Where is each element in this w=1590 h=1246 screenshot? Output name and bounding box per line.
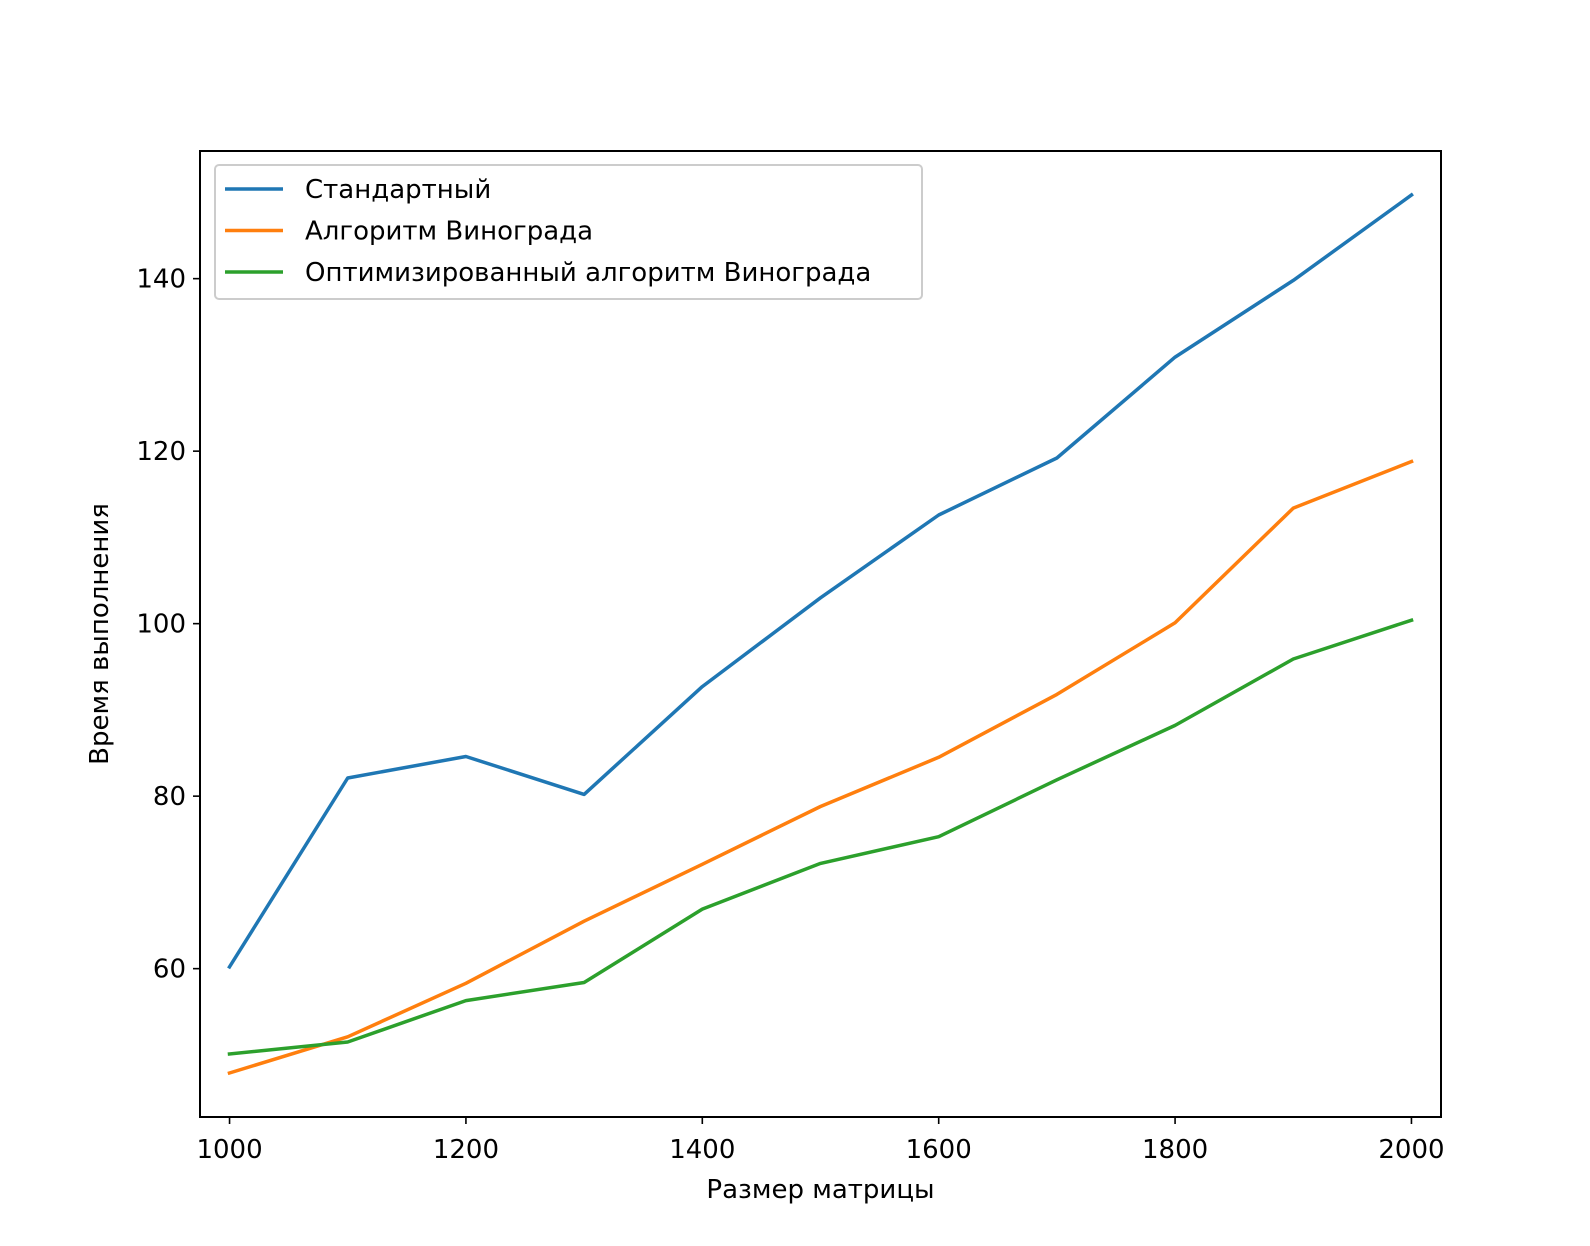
y-axis: 60 80 100 120 140 bbox=[136, 265, 200, 985]
y-tick-label: 60 bbox=[153, 955, 186, 985]
x-tick-label: 1000 bbox=[196, 1135, 262, 1165]
legend-label-3: Оптимизированный алгоритм Винограда bbox=[305, 258, 871, 288]
y-tick-label: 80 bbox=[153, 782, 186, 812]
legend-box bbox=[214, 164, 923, 300]
series-line-2 bbox=[227, 459, 1414, 1076]
x-axis-label: Размер матрицы bbox=[706, 1175, 934, 1205]
x-tick-label: 1600 bbox=[906, 1135, 972, 1165]
legend-label-2: Алгоритм Винограда bbox=[305, 217, 593, 247]
y-tick-label: 140 bbox=[136, 265, 186, 295]
plot-area bbox=[200, 151, 1441, 1117]
x-tick-label: 1200 bbox=[433, 1135, 499, 1165]
y-tick-label: 100 bbox=[136, 610, 186, 640]
x-axis: 1000 1200 1400 1600 1800 2000 bbox=[196, 1117, 1445, 1165]
series-layer bbox=[227, 192, 1414, 1076]
x-tick-label: 1800 bbox=[1142, 1135, 1208, 1165]
legend: Стандартный Алгоритм Винограда Оптимизиров… bbox=[214, 164, 923, 300]
y-axis-label: Время выполнения bbox=[85, 503, 115, 765]
plot-frame bbox=[199, 150, 1442, 1118]
y-tick-label: 120 bbox=[136, 437, 186, 467]
series-line-3 bbox=[227, 617, 1414, 1056]
series-line-1 bbox=[227, 192, 1414, 970]
x-tick-label: 2000 bbox=[1378, 1135, 1444, 1165]
legend-label-1: Стандартный bbox=[305, 175, 491, 205]
x-tick-label: 1400 bbox=[669, 1135, 735, 1165]
